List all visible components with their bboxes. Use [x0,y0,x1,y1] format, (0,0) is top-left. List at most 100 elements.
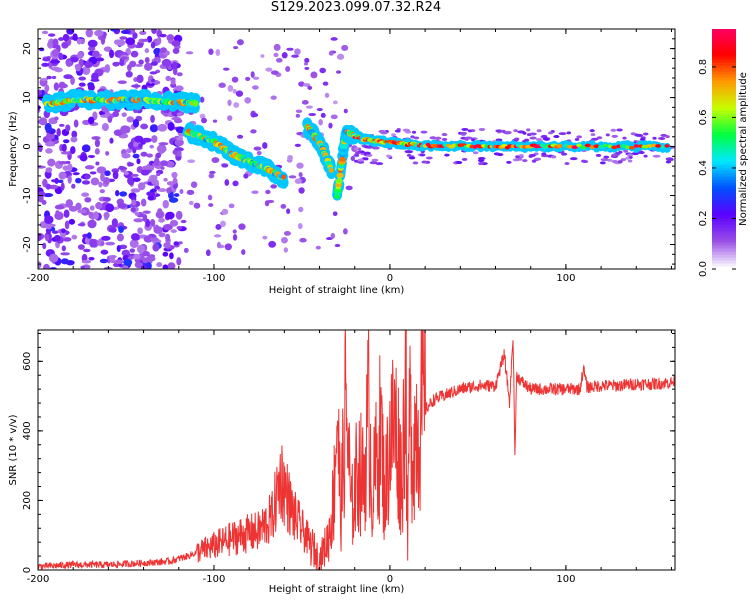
heatmap-noise-cell [163,177,168,182]
heatmap-noise-cell [96,166,107,174]
colorbar-band [712,119,736,123]
heatmap-noise-cell [216,241,222,249]
heatmap-noise-cell [332,100,338,105]
heatmap-noise-cell [73,119,79,128]
heatmap-noise-cell [81,144,91,153]
colorbar-band [712,212,736,216]
heatmap-noise-cell [208,173,215,179]
heatmap-noise-cell [145,255,156,262]
heatmap-noise-cell [171,61,178,70]
heatmap-noise-cell [129,248,136,253]
heatmap-noise-cell [127,176,135,186]
heatmap-noise-cell [120,125,130,134]
heatmap-noise-cell [165,233,171,242]
heatmap-noise-cell [150,175,157,185]
heatmap-noise-cell [144,57,150,64]
heatmap-noise-cell [330,114,338,120]
heatmap-noise-cell [142,213,148,222]
heatmap-noise-cell [144,62,153,71]
heatmap-noise-cell [152,243,160,252]
heatmap-noise-cell [171,171,178,179]
heatmap-noise-cell [611,160,619,164]
heatmap-ridge-cell [655,144,662,148]
heatmap-noise-cell [71,234,78,240]
heatmap-noise-cell [208,48,214,55]
colorbar-band [712,92,736,96]
y-tick-label: 0 [22,567,33,573]
heatmap-noise-cell [57,179,64,184]
colorbar-band [712,128,736,132]
heatmap-noise-cell [495,152,501,156]
colorbar-label: Normalized spectral amplitude [738,72,749,226]
heatmap-noise-cell [318,118,323,126]
heatmap-noise-cell [146,153,153,158]
colorbar-tick-label: 0.4 [698,160,709,176]
colorbar-band [712,152,736,156]
heatmap-ridge-cell [336,172,344,178]
colorbar-band [712,236,736,240]
heatmap-noise-cell [224,243,232,251]
heatmap-noise-cell [386,154,392,158]
colorbar-band [712,170,736,174]
heatmap-noise-cell [126,148,133,154]
heatmap-noise-cell [286,208,291,215]
colorbar-band [712,167,736,171]
snr-line [38,330,675,570]
heatmap-noise-cell [611,153,617,157]
colorbar-band [712,137,736,141]
heatmap-noise-cell [156,172,161,177]
heatmap-noise-cell [285,66,291,72]
heatmap-ridge-cell [619,144,627,148]
heatmap-noise-cell [378,129,387,133]
heatmap-noise-cell [46,226,52,230]
heatmap-noise-cell [136,244,145,254]
heatmap-noise-cell [295,113,301,118]
page-title: S129.2023.099.07.32.R24 [270,0,442,15]
heatmap-noise-cell [137,182,146,191]
heatmap-noise-cell [178,241,183,245]
heatmap-noise-cell [88,211,94,219]
heatmap-noise-cell [310,71,318,79]
heatmap-ridge-cell [603,143,608,148]
colorbar-band [712,74,736,78]
heatmap-ridge-cell [281,174,286,180]
heatmap-ridge-cell [328,167,334,173]
heatmap-noise-cell [227,99,232,107]
heatmap-noise-cell [59,123,65,127]
colorbar-band [712,110,736,114]
heatmap-noise-cell [142,210,151,214]
heatmap-noise-cell [522,159,528,163]
heatmap-noise-cell [303,62,309,66]
heatmap-noise-cell [38,144,43,153]
heatmap-noise-cell [98,181,103,188]
heatmap-noise-cell [295,109,303,113]
colorbar-band [712,80,736,84]
heatmap-noise-cell [281,236,288,244]
heatmap-noise-cell [158,142,169,146]
heatmap-noise-cell [123,171,129,176]
heatmap-noise-cell [61,143,67,152]
colorbar-band [712,86,736,90]
colorbar-band [712,182,736,186]
colorbar-band [712,62,736,66]
heatmap-noise-cell [253,146,262,151]
colorbar-band [712,230,736,234]
heatmap-noise-cell [175,210,183,220]
colorbar-band [712,245,736,249]
colorbar-band [712,104,736,108]
heatmap-noise-cell [294,48,301,56]
heatmap-noise-cell [188,200,194,206]
heatmap-noise-cell [270,70,279,75]
heatmap-noise-cell [232,229,237,234]
heatmap-noise-cell [350,156,356,162]
heatmap-ridge-cell [616,144,622,149]
heatmap-noise-cell [596,136,603,140]
heatmap-noise-cell [158,232,166,238]
heatmap-noise-cell [53,82,60,91]
heatmap-noise-cell [38,191,46,197]
heatmap-noise-cell [71,183,76,189]
colorbar-band [712,149,736,153]
heatmap-noise-cell [174,85,184,92]
heatmap-noise-cell [235,90,244,97]
colorbar-band [712,122,736,126]
